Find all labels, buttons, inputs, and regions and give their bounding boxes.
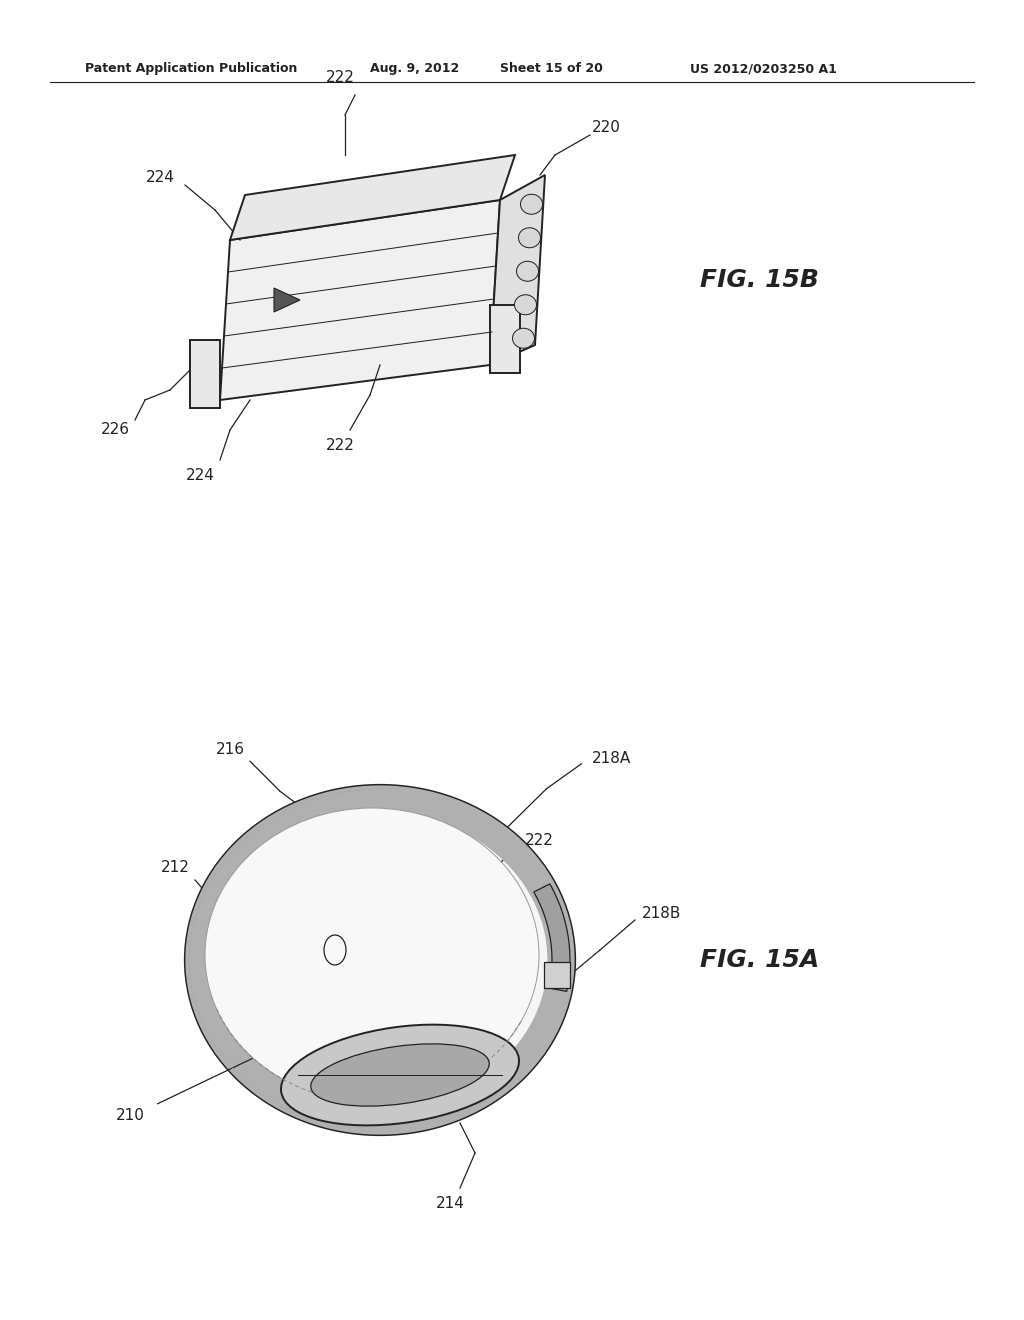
Polygon shape (230, 154, 515, 240)
Text: 222: 222 (525, 833, 554, 847)
Text: 224: 224 (185, 467, 214, 483)
Text: FIG. 15A: FIG. 15A (700, 948, 819, 972)
Polygon shape (544, 962, 570, 987)
Text: 218B: 218B (642, 906, 681, 920)
Polygon shape (190, 341, 220, 408)
Ellipse shape (281, 1024, 519, 1126)
Ellipse shape (185, 785, 575, 1135)
Polygon shape (490, 176, 545, 366)
Ellipse shape (520, 194, 543, 214)
Ellipse shape (516, 261, 539, 281)
Text: 210: 210 (116, 1107, 144, 1122)
Polygon shape (274, 288, 300, 312)
Text: 216: 216 (215, 742, 245, 756)
Text: 224: 224 (145, 170, 174, 186)
Text: Aug. 9, 2012: Aug. 9, 2012 (370, 62, 459, 75)
Ellipse shape (205, 808, 539, 1102)
Polygon shape (534, 884, 570, 991)
Polygon shape (490, 305, 520, 374)
Ellipse shape (512, 329, 535, 348)
Ellipse shape (514, 294, 537, 314)
Text: 212: 212 (161, 861, 189, 875)
Text: 220: 220 (592, 120, 621, 136)
Text: Patent Application Publication: Patent Application Publication (85, 62, 297, 75)
Text: Sheet 15 of 20: Sheet 15 of 20 (500, 62, 603, 75)
Text: 222: 222 (326, 70, 354, 84)
Text: 226: 226 (100, 422, 129, 437)
Text: FIG. 15B: FIG. 15B (700, 268, 819, 292)
Text: US 2012/0203250 A1: US 2012/0203250 A1 (690, 62, 837, 75)
Ellipse shape (518, 228, 541, 248)
Ellipse shape (311, 1044, 489, 1106)
Text: 214: 214 (435, 1196, 465, 1210)
Polygon shape (220, 201, 500, 400)
Text: 222: 222 (326, 437, 354, 453)
Text: 218A: 218A (592, 751, 631, 766)
